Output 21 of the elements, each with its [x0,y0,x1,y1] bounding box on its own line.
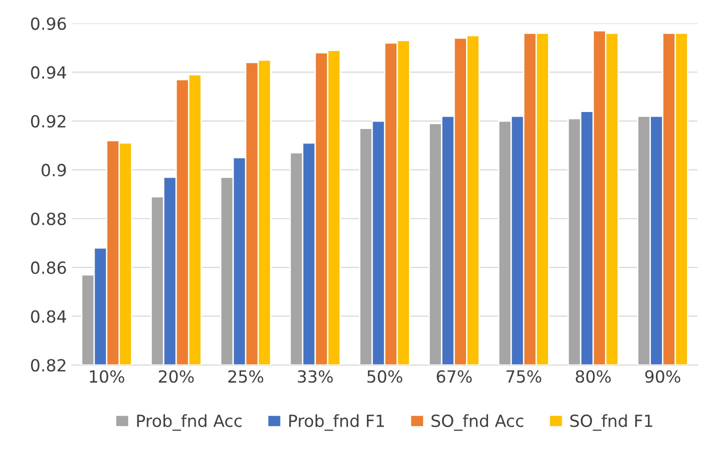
x-tick-label: 10% [90,370,124,383]
x-tick-label: 25% [228,370,264,383]
y-tick-label: 0.9 [42,164,66,176]
x-tick-label: 33% [298,370,333,383]
x-tick-label: 75% [506,370,542,383]
x-tick-label: 90% [645,370,680,383]
x-tick-label: 50% [367,370,402,383]
y-tick-label: 0.84 [31,310,66,323]
x-tick-label: 20% [158,370,194,383]
y-tick-label: 0.88 [31,212,66,226]
legend-label: SO_fnd Acc [432,414,524,431]
legend-label: Prob_fnd Acc [137,414,242,431]
legend-label: Prob_fnd F1 [289,414,384,431]
y-tick-label: 0.94 [31,66,66,79]
y-tick-label: 0.96 [31,17,66,30]
y-tick-label: 0.86 [31,261,66,274]
y-tick-label: 0.92 [31,114,66,128]
x-tick-label: 80% [576,370,611,383]
legend-label: SO_fnd F1 [570,414,652,431]
y-tick-label: 0.82 [31,359,66,372]
x-tick-label: 67% [436,370,472,383]
